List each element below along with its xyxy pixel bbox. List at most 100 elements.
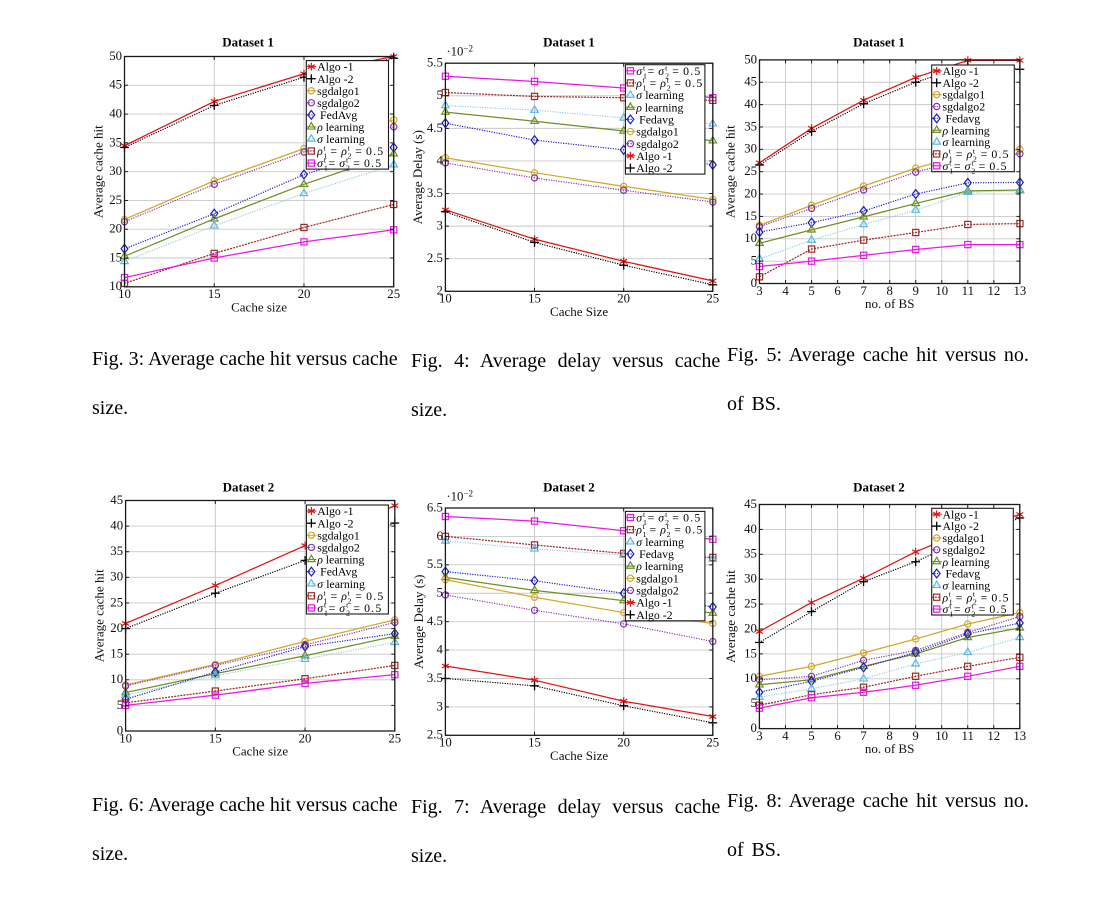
svg-text:2: 2 bbox=[971, 166, 975, 175]
svg-text:Average cache hit: Average cache hit bbox=[92, 569, 107, 662]
svg-text:Average cache hit: Average cache hit bbox=[723, 125, 738, 218]
svg-text:40: 40 bbox=[109, 106, 122, 120]
svg-text:t: t bbox=[949, 602, 952, 611]
svg-text:FedAvg: FedAvg bbox=[317, 565, 357, 579]
svg-text:sgdalgo2: sgdalgo2 bbox=[636, 584, 679, 598]
svg-text:2: 2 bbox=[346, 608, 350, 617]
svg-text:=: = bbox=[954, 159, 961, 173]
svg-text:50: 50 bbox=[109, 49, 122, 63]
svg-text:5.5: 5.5 bbox=[427, 557, 443, 571]
svg-text:15: 15 bbox=[528, 736, 541, 750]
svg-text:learning: learning bbox=[645, 559, 684, 573]
svg-text:sgdalgo1: sgdalgo1 bbox=[317, 84, 360, 98]
svg-text:40: 40 bbox=[110, 519, 123, 533]
svg-text:2: 2 bbox=[348, 152, 352, 161]
svg-text:t: t bbox=[643, 75, 646, 84]
svg-text:0.5: 0.5 bbox=[685, 76, 703, 90]
svg-text:1: 1 bbox=[324, 608, 328, 617]
svg-text:10: 10 bbox=[118, 287, 131, 301]
svg-text:20: 20 bbox=[110, 621, 123, 635]
svg-text:Algo -2: Algo -2 bbox=[317, 72, 353, 86]
svg-text:ρ: ρ bbox=[635, 76, 642, 90]
svg-text:2.5: 2.5 bbox=[427, 728, 443, 742]
svg-text:σ: σ bbox=[636, 88, 643, 102]
svg-text:15: 15 bbox=[528, 292, 541, 306]
svg-text:ρ: ρ bbox=[316, 553, 323, 567]
svg-text:t: t bbox=[971, 158, 974, 167]
svg-text:1: 1 bbox=[643, 71, 647, 80]
svg-text:Algo -1: Algo -1 bbox=[943, 507, 979, 521]
svg-text:4.5: 4.5 bbox=[427, 614, 443, 628]
svg-text:Dataset 1: Dataset 1 bbox=[222, 35, 274, 50]
svg-text:45: 45 bbox=[109, 78, 122, 92]
svg-text:2: 2 bbox=[973, 154, 977, 163]
svg-text:Dataset 2: Dataset 2 bbox=[853, 480, 905, 495]
svg-text:25: 25 bbox=[744, 597, 757, 611]
svg-text:0.5: 0.5 bbox=[683, 64, 701, 78]
svg-text:σ: σ bbox=[965, 159, 972, 173]
svg-text:Average Delay (s): Average Delay (s) bbox=[410, 130, 425, 224]
svg-text:9: 9 bbox=[912, 729, 918, 743]
svg-text:6: 6 bbox=[436, 529, 443, 543]
svg-text:10: 10 bbox=[744, 671, 757, 685]
svg-text:40: 40 bbox=[744, 97, 757, 111]
svg-text:1: 1 bbox=[949, 598, 953, 607]
svg-text:σ: σ bbox=[965, 602, 972, 616]
svg-text:10: 10 bbox=[935, 729, 948, 743]
svg-text:=: = bbox=[648, 511, 655, 525]
svg-text:1: 1 bbox=[643, 518, 647, 527]
svg-text:1: 1 bbox=[323, 152, 327, 161]
svg-text:=: = bbox=[648, 64, 655, 78]
svg-text:1: 1 bbox=[324, 164, 328, 173]
svg-text:=: = bbox=[981, 590, 988, 604]
svg-text:Algo -2: Algo -2 bbox=[943, 76, 979, 90]
svg-text:=: = bbox=[650, 76, 657, 90]
svg-text:Fedavg: Fedavg bbox=[636, 113, 674, 127]
svg-text:1: 1 bbox=[949, 154, 953, 163]
svg-text:7: 7 bbox=[860, 729, 867, 743]
svg-text:ρ: ρ bbox=[316, 120, 323, 134]
svg-text:t: t bbox=[324, 156, 327, 165]
svg-text:1: 1 bbox=[949, 166, 953, 175]
svg-text:ρ: ρ bbox=[942, 123, 949, 137]
svg-text:ρ: ρ bbox=[942, 555, 949, 569]
svg-text:3: 3 bbox=[756, 284, 762, 298]
svg-text:learning: learning bbox=[326, 577, 365, 591]
svg-text:Average cache hit: Average cache hit bbox=[723, 570, 738, 663]
svg-text:t: t bbox=[949, 158, 952, 167]
svg-text:t: t bbox=[346, 156, 349, 165]
svg-text:σ: σ bbox=[636, 64, 643, 78]
svg-text:30: 30 bbox=[109, 164, 122, 178]
svg-text:t: t bbox=[949, 590, 952, 599]
svg-text:0.5: 0.5 bbox=[683, 511, 701, 525]
svg-text:=: = bbox=[674, 76, 681, 90]
svg-text:5.5: 5.5 bbox=[427, 56, 443, 70]
svg-text:Cache size: Cache size bbox=[232, 744, 288, 759]
svg-text:20: 20 bbox=[109, 222, 122, 236]
svg-text:σ: σ bbox=[636, 511, 643, 525]
svg-text:40: 40 bbox=[744, 522, 757, 536]
svg-text:=: = bbox=[674, 523, 681, 537]
svg-text:4: 4 bbox=[436, 642, 443, 656]
svg-text:ρ: ρ bbox=[340, 589, 347, 603]
svg-text:sgdalgo2: sgdalgo2 bbox=[317, 96, 360, 110]
svg-text:20: 20 bbox=[744, 621, 757, 635]
svg-text:t: t bbox=[324, 588, 327, 597]
svg-text:ρ: ρ bbox=[966, 147, 973, 161]
svg-text:2: 2 bbox=[665, 518, 669, 527]
svg-text:Cache Size: Cache Size bbox=[550, 748, 608, 763]
svg-text:0: 0 bbox=[117, 723, 123, 737]
svg-text:t: t bbox=[348, 588, 351, 597]
svg-text:25: 25 bbox=[387, 287, 400, 301]
svg-text:Cache size: Cache size bbox=[231, 299, 287, 314]
svg-text:20: 20 bbox=[299, 731, 312, 745]
svg-text:sgdalgo1: sgdalgo1 bbox=[317, 528, 360, 542]
svg-text:t: t bbox=[973, 146, 976, 155]
svg-text:=: = bbox=[650, 523, 657, 537]
svg-text:t: t bbox=[949, 146, 952, 155]
svg-text:ρ: ρ bbox=[635, 559, 642, 573]
svg-text:Algo -1: Algo -1 bbox=[943, 64, 979, 78]
svg-text:0.5: 0.5 bbox=[364, 156, 382, 170]
svg-text:0.5: 0.5 bbox=[991, 147, 1009, 161]
svg-text:13: 13 bbox=[1013, 729, 1026, 743]
